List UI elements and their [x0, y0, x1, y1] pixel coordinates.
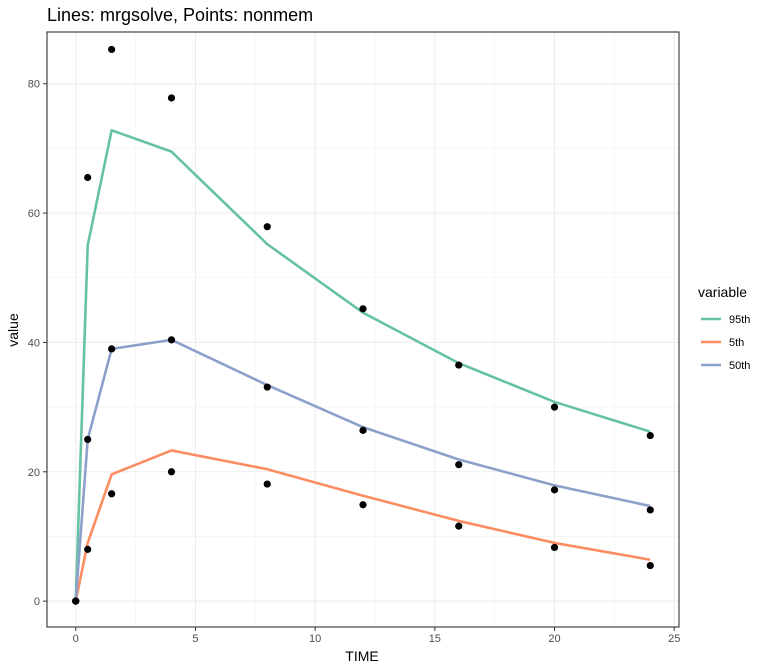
data-point-5th — [84, 545, 92, 553]
data-point-95th — [263, 223, 271, 231]
y-tick-label: 20 — [28, 467, 40, 479]
data-point-50th — [108, 345, 116, 353]
data-point-50th — [455, 461, 463, 469]
legend: variable 95th 5th 50th — [698, 284, 750, 372]
chart-title: Lines: mrgsolve, Points: nonmem — [47, 5, 313, 25]
series-line-95th — [74, 129, 651, 602]
data-point-95th — [84, 173, 92, 182]
data-point-95th — [359, 305, 367, 313]
legend-label-50th: 50th — [729, 360, 750, 372]
data-point-50th — [167, 336, 176, 344]
series-line-5th — [74, 449, 651, 602]
data-point-50th — [359, 426, 367, 434]
legend-label-5th: 5th — [729, 337, 744, 349]
data-point-50th — [263, 383, 271, 391]
y-tick-label: 80 — [28, 79, 40, 91]
data-point-5th — [263, 480, 271, 488]
x-axis-title: TIME — [345, 648, 378, 664]
x-tick-label: 0 — [73, 633, 79, 645]
y-tick-label: 0 — [34, 596, 40, 608]
x-tick-label: 25 — [668, 633, 680, 645]
x-tick-label: 15 — [429, 633, 441, 645]
data-point-50th — [550, 486, 559, 494]
panel-background — [47, 32, 679, 627]
legend-title: variable — [698, 284, 747, 300]
data-point-5th — [646, 561, 654, 570]
data-point-95th — [646, 431, 654, 440]
y-tick-label: 60 — [28, 208, 40, 220]
x-tick-label: 10 — [309, 633, 321, 645]
data-point-50th — [84, 435, 92, 444]
data-point-95th — [108, 45, 116, 54]
data-point-5th — [167, 468, 176, 476]
data-point-5th — [108, 490, 116, 498]
legend-label-95th: 95th — [729, 314, 750, 326]
data-point-95th — [167, 94, 176, 102]
data-point-5th — [359, 501, 367, 509]
data-point-95th — [550, 403, 559, 411]
data-point-5th — [550, 543, 559, 552]
y-tick-label: 40 — [28, 337, 40, 349]
x-tick-label: 20 — [548, 633, 560, 645]
y-axis-title: value — [5, 313, 21, 347]
plot-panel — [46, 31, 680, 628]
data-point-50th — [646, 506, 654, 514]
data-point-50th — [72, 597, 80, 605]
data-point-95th — [455, 361, 463, 369]
panel-border — [46, 31, 680, 628]
data-point-5th — [455, 522, 463, 530]
x-tick-label: 5 — [192, 633, 198, 645]
